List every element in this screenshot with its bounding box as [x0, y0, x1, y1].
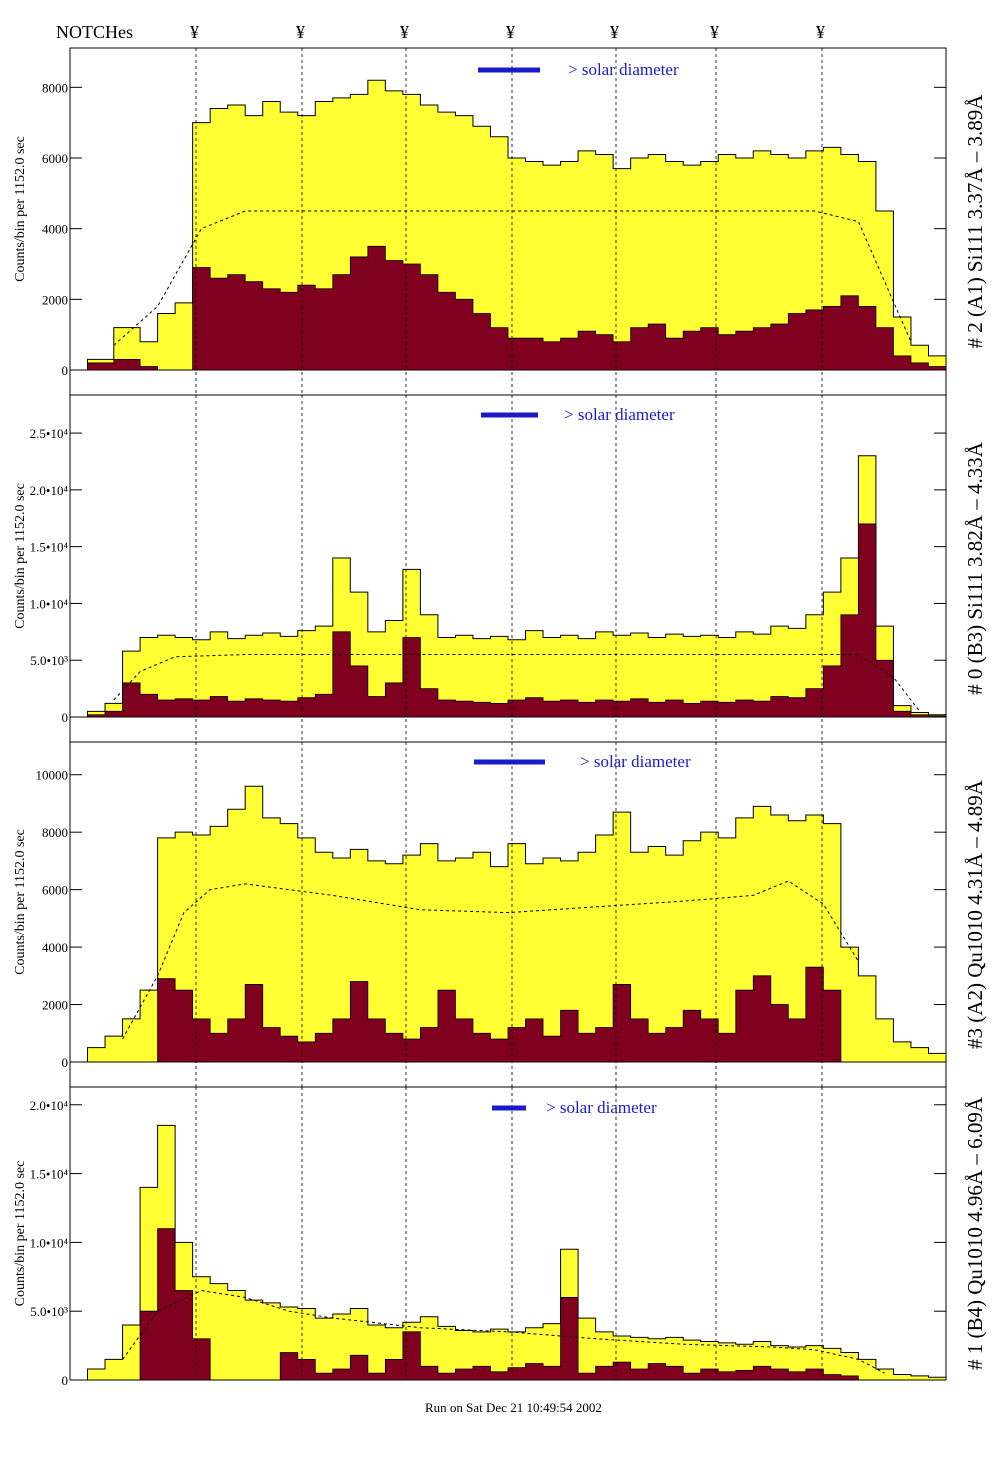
legend-text: > solar diameter: [580, 752, 691, 771]
notch-symbol: ¥: [506, 22, 515, 42]
y-tick-label: 0: [62, 1055, 69, 1070]
model-curve: [113, 210, 912, 346]
y-tick-label: 0: [62, 710, 69, 725]
y-tick-label: 8000: [42, 80, 68, 95]
y-tick-label: 2.5•10⁴: [30, 426, 69, 441]
y-tick-label: 1.5•10⁴: [30, 1167, 69, 1182]
panel-label: # 2 (A1) Si111 3.37Å – 3.89Å: [963, 94, 987, 349]
model-curve: [122, 880, 859, 1040]
y-tick-label: 2000: [42, 998, 68, 1013]
y-tick-label: 5.0•10³: [30, 653, 68, 668]
model-curve: [113, 654, 921, 712]
y-tick-label: 8000: [42, 825, 68, 840]
y-tick-label: 1.0•10⁴: [30, 1235, 69, 1250]
background-counts-area: [70, 966, 946, 1063]
notch-symbol: ¥: [296, 22, 305, 42]
y-tick-label: 1.0•10⁴: [30, 596, 69, 611]
y-tick-label: 2000: [42, 292, 68, 307]
notch-symbols: ¥ ¥ ¥ ¥ ¥ ¥ ¥: [190, 22, 825, 42]
notch-symbol: ¥: [190, 22, 199, 42]
legend-text: > solar diameter: [568, 60, 679, 79]
background-counts-area: [70, 245, 947, 371]
notch-symbol: ¥: [400, 22, 409, 42]
y-tick-label: 0: [62, 363, 69, 378]
total-counts-area: [70, 1124, 947, 1381]
y-axis-label: Counts/bin per 1152.0 sec: [13, 483, 28, 629]
notch-symbol: ¥: [816, 22, 825, 42]
legend-text: > solar diameter: [546, 1098, 657, 1117]
legend-text: > solar diameter: [564, 405, 675, 424]
y-tick-label: 6000: [42, 883, 68, 898]
y-tick-label: 2.0•10⁴: [30, 483, 69, 498]
notches-label: NOTCHes: [56, 22, 133, 42]
notch-symbol: ¥: [710, 22, 719, 42]
panel-label: # 1 (B4) Qu1010 4.96Å – 6.09Å: [963, 1096, 987, 1370]
panel-3: 0 5.0•10³ 1.0•10⁴ 1.5•10⁴ 2.0•10⁴ Counts/bin …: [13, 1086, 987, 1388]
total-counts-area: [70, 785, 947, 1063]
background-counts-area: [70, 1228, 946, 1381]
total-counts-area: [70, 455, 947, 718]
panel-2: 0 2000 4000 6000 8000 10000 Counts/bin per 115…: [13, 741, 987, 1088]
run-timestamp: Run on Sat Dec 21 10:49:54 2002: [425, 1400, 602, 1415]
panel-label: #3 (A2) Qu1010 4.31Å – 4.89Å: [963, 779, 987, 1049]
panel-1: 0 5.0•10³ 1.0•10⁴ 1.5•10⁴ 2.0•10⁴ 2.5•10⁴ Coun…: [13, 394, 987, 743]
y-axis-label: Counts/bin per 1152.0 sec: [13, 829, 28, 975]
y-axis-label: Counts/bin per 1152.0 sec: [13, 1161, 28, 1307]
y-tick-label: 0: [62, 1373, 69, 1388]
y-tick-label: 6000: [42, 151, 68, 166]
y-axis-label: Counts/bin per 1152.0 sec: [13, 136, 28, 282]
y-tick-label: 4000: [42, 222, 68, 237]
background-counts-area: [70, 523, 947, 718]
model-curve: [122, 1290, 885, 1374]
notch-symbol: ¥: [610, 22, 619, 42]
panel-0: 0 2000 4000 6000 8000 Counts/bin per 1152.0 s…: [13, 47, 987, 396]
y-tick-label: 5.0•10³: [30, 1304, 68, 1319]
y-tick-label: 10000: [36, 768, 69, 783]
panels: 0 2000 4000 6000 8000 Counts/bin per 1152.0 s…: [13, 47, 987, 1388]
panel-label: # 0 (B3) Si111 3.82Å – 4.33Å: [963, 441, 987, 695]
y-tick-label: 4000: [42, 940, 68, 955]
y-tick-label: 1.5•10⁴: [30, 540, 69, 555]
y-tick-label: 2.0•10⁴: [30, 1098, 69, 1113]
